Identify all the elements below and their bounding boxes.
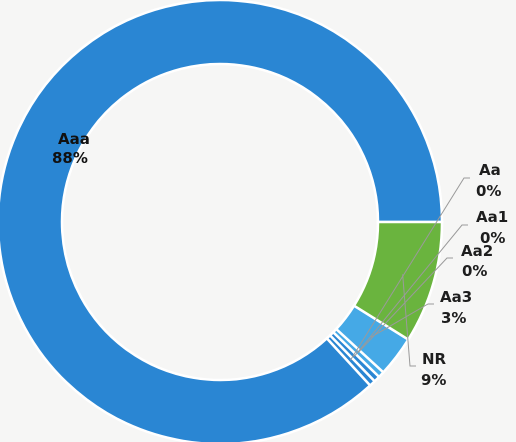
leader-line-aa1 [353, 224, 468, 357]
leader-line-aa2 [357, 257, 453, 353]
leader-line-nr [402, 274, 416, 367]
leader-line-aa3 [370, 303, 434, 338]
label-aa-name: Aa [479, 161, 501, 179]
slices-group [0, 0, 444, 442]
label-aa1-name: Aa1 [476, 208, 508, 226]
leader-lines-group [350, 177, 470, 367]
label-aa-percent: 0% [476, 182, 501, 200]
label-aaa: Aaa 88% [52, 130, 90, 167]
label-aa1: Aa1 0% [476, 208, 508, 247]
label-aaa-percent: 88% [52, 149, 88, 167]
label-aa: Aa 0% [476, 161, 501, 200]
label-aa2: Aa2 0% [461, 242, 493, 280]
label-nr-name: NR [422, 350, 447, 368]
label-aa2-name: Aa2 [461, 242, 493, 260]
label-aa3-name: Aa3 [440, 288, 472, 306]
label-aa1-percent: 0% [480, 229, 505, 247]
label-aa3-percent: 3% [441, 309, 466, 327]
label-aa3: Aa3 3% [440, 288, 472, 327]
leader-line-aa [350, 177, 470, 361]
slice-aaa [0, 0, 444, 442]
label-aaa-name: Aaa [58, 130, 90, 148]
label-nr-percent: 9% [421, 371, 446, 389]
label-aa2-percent: 0% [462, 262, 487, 280]
label-nr: NR 9% [421, 350, 447, 389]
